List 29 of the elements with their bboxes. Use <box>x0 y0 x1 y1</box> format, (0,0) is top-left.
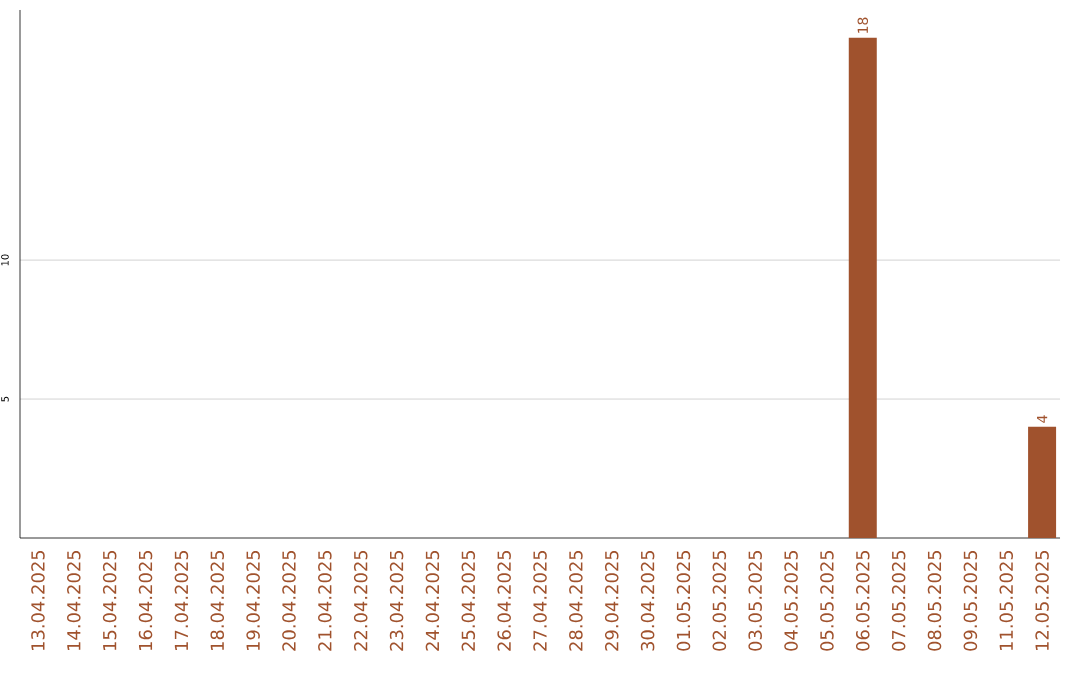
x-tick-label: 21.04.2025 <box>318 550 332 651</box>
x-tick-label: 05.05.2025 <box>820 550 834 651</box>
x-tick-label: 14.04.2025 <box>67 550 81 650</box>
x-tick-label: 29.04.2025 <box>604 550 619 651</box>
x-tick-label: 22.04.2025 <box>353 550 368 651</box>
x-tick-label: 11.05.2025 <box>999 550 1013 650</box>
x-tick-label: 09.05.2025 <box>963 550 978 651</box>
x-tick-label: 15.04.2025 <box>102 550 117 650</box>
x-tick-label: 02.05.2025 <box>712 550 727 651</box>
x-tick-label: 08.05.2025 <box>927 550 942 651</box>
x-tick-label: 26.04.2025 <box>497 550 511 651</box>
x-tick-label: 13.04.2025 <box>31 550 45 650</box>
x-tick-label: 16.04.2025 <box>138 550 153 650</box>
x-tick-label: 18.04.2025 <box>210 550 225 650</box>
x-tick-label: 30.04.2025 <box>640 550 655 651</box>
x-tick-label: 12.05.2025 <box>1035 550 1049 650</box>
x-tick-label: 23.04.2025 <box>389 550 404 651</box>
x-tick-label: 20.04.2025 <box>282 550 296 651</box>
x-tick-label: 07.05.2025 <box>891 550 906 651</box>
x-tick-label: 03.05.2025 <box>748 550 762 651</box>
x-tick-label: 01.05.2025 <box>676 550 691 651</box>
x-tick-label: 19.04.2025 <box>246 550 260 650</box>
x-tick-label: 24.04.2025 <box>425 550 440 651</box>
x-tick-label: 06.05.2025 <box>855 550 870 651</box>
x-tick-label: 27.04.2025 <box>533 550 547 651</box>
x-tick-label: 28.04.2025 <box>569 550 583 651</box>
x-tick-label: 17.04.2025 <box>174 550 189 650</box>
x-tick-label: 25.04.2025 <box>461 550 476 651</box>
x-tick-label: 04.05.2025 <box>784 550 798 651</box>
